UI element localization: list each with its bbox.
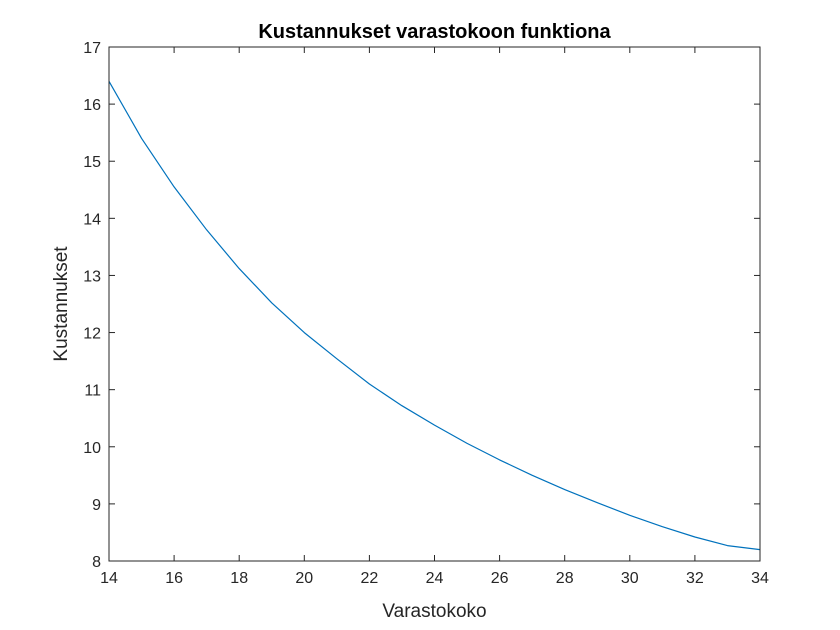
plot-frame xyxy=(108,46,761,562)
x-tick-label: 30 xyxy=(621,570,639,587)
x-tick-label: 20 xyxy=(295,570,313,587)
x-tick-label: 34 xyxy=(751,570,769,587)
x-tick-label: 22 xyxy=(361,570,379,587)
y-tick-label: 14 xyxy=(83,211,101,228)
x-tick-label: 32 xyxy=(686,570,704,587)
x-tick-label: 26 xyxy=(491,570,509,587)
series-line-0 xyxy=(108,81,761,551)
y-tick-label: 12 xyxy=(83,326,101,343)
x-tick-label: 16 xyxy=(165,570,183,587)
chart-title: Kustannukset varastokoon funktiona xyxy=(258,21,611,43)
y-tick-label: 15 xyxy=(83,154,101,171)
x-axis-label: Varastokoko xyxy=(382,601,486,622)
y-tick-label: 17 xyxy=(83,40,101,57)
x-tick-label: 14 xyxy=(100,570,118,587)
y-tick-label: 8 xyxy=(92,554,101,571)
plot-area xyxy=(109,47,760,561)
series-layer xyxy=(108,81,761,551)
y-axis-label: Kustannukset xyxy=(51,246,72,362)
x-tick-label: 18 xyxy=(230,570,248,587)
ticks-layer: 14 16 18 20 22 24 26 28 30 32 34 8 9 10 11 12 13 14 15 16 17 xyxy=(83,40,769,587)
x-tick-label: 24 xyxy=(426,570,444,587)
y-tick-label: 10 xyxy=(83,440,101,457)
y-tick-label: 9 xyxy=(92,497,101,514)
y-tick-label: 16 xyxy=(83,97,101,114)
x-tick-label: 28 xyxy=(556,570,574,587)
y-tick-label: 11 xyxy=(84,383,101,400)
y-tick-label: 13 xyxy=(83,268,101,285)
